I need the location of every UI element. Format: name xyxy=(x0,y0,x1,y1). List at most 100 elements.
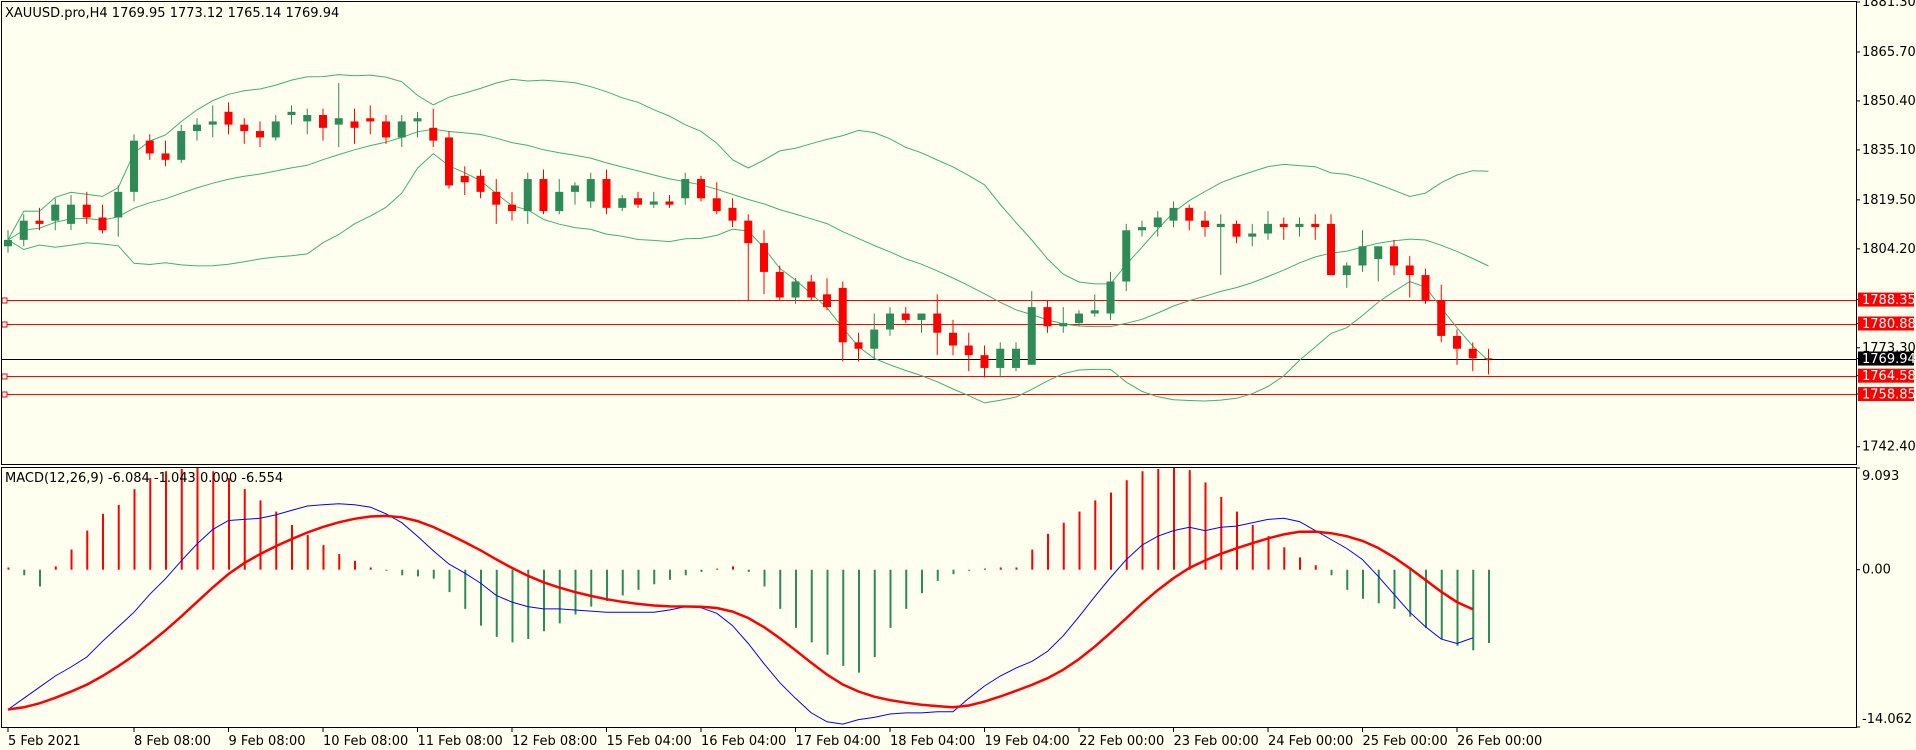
time-tick-label: 26 Feb 00:00 xyxy=(1457,734,1542,749)
candle xyxy=(161,140,170,167)
macd-line xyxy=(7,503,1473,725)
candle-body xyxy=(1484,358,1493,360)
time-tick-label: 18 Feb 04:00 xyxy=(890,734,975,749)
level-anchor[interactable] xyxy=(1,321,8,328)
macd-axis[interactable]: 9.093 0.00 -14.062 xyxy=(1856,467,1912,728)
price-tag xyxy=(1858,292,1914,307)
candle-body xyxy=(1468,348,1477,359)
candle xyxy=(728,198,737,228)
candle xyxy=(350,108,359,144)
candle-body xyxy=(712,198,721,212)
price-pane[interactable]: XAUUSD.pro,H4 1769.95 1773.12 1765.14 17… xyxy=(1,1,1857,465)
candle xyxy=(933,294,942,356)
candle xyxy=(886,307,894,336)
candle xyxy=(4,230,12,253)
candle xyxy=(334,83,343,148)
time-tick-label: 17 Feb 04:00 xyxy=(796,734,881,749)
level-anchor[interactable] xyxy=(1,297,8,304)
candle xyxy=(523,172,532,224)
candle xyxy=(130,134,138,202)
candle-body xyxy=(350,121,359,128)
candle-body xyxy=(224,111,233,125)
candle xyxy=(586,172,595,208)
candle-body xyxy=(1138,227,1146,231)
candle-body xyxy=(1059,323,1068,327)
price-tick-label: 1850.40 xyxy=(1862,94,1916,109)
candle xyxy=(19,214,28,247)
price-axis[interactable]: 1881.30 1865.70 1850.40 1835.10 1819.50 1804.… xyxy=(1856,0,1916,455)
candle-body xyxy=(586,179,595,202)
candle-body xyxy=(681,179,690,199)
candle xyxy=(760,230,768,295)
price-tick-label: 1742.40 xyxy=(1862,440,1916,455)
time-tick-label: 25 Feb 00:00 xyxy=(1363,734,1448,749)
candle xyxy=(1327,214,1335,276)
price-tick-label: 1865.70 xyxy=(1862,45,1916,60)
candle xyxy=(1216,214,1225,276)
macd-series xyxy=(7,467,1490,725)
price-tag-label: 1764.58 xyxy=(1862,369,1916,384)
candle-body xyxy=(807,281,816,298)
candle-body xyxy=(413,118,422,122)
candle xyxy=(1453,329,1461,365)
candle xyxy=(697,175,705,202)
candle-body xyxy=(177,131,186,160)
candle-body xyxy=(555,191,564,212)
candle-body xyxy=(1216,223,1225,228)
level-anchor[interactable] xyxy=(1,373,8,380)
candle-body xyxy=(492,191,501,205)
candle xyxy=(67,195,75,231)
time-tick-label: 22 Feb 00:00 xyxy=(1079,734,1164,749)
macd-pane[interactable]: MACD(12,26,9) -6.084 -1.043 0.000 -6.554 xyxy=(1,467,1857,728)
candle-body xyxy=(145,140,154,154)
candle-body xyxy=(996,348,1005,368)
candle-body xyxy=(35,220,44,224)
candle-body xyxy=(1122,230,1131,282)
candle xyxy=(1311,214,1320,240)
candle xyxy=(980,345,989,378)
candle xyxy=(366,105,375,135)
candle xyxy=(382,115,390,144)
time-tick-label: 8 Feb 08:00 xyxy=(134,734,211,749)
time-tick-label: 24 Feb 00:00 xyxy=(1268,734,1353,749)
candle-body xyxy=(1248,233,1257,237)
candle-body xyxy=(602,179,611,208)
candle-body xyxy=(870,329,879,349)
price-tag xyxy=(1858,316,1914,331)
candle-body xyxy=(949,332,957,346)
candle xyxy=(508,191,516,221)
time-axis[interactable]: 5 Feb 2021 8 Feb 08:00 9 Feb 08:00 10 Feb 0… xyxy=(7,727,1542,749)
candle-body xyxy=(1453,335,1461,349)
candle xyxy=(791,278,800,304)
time-tick-label: 19 Feb 04:00 xyxy=(985,734,1070,749)
candle xyxy=(1185,204,1194,231)
candle-body xyxy=(1327,223,1335,276)
candle xyxy=(82,191,91,224)
candle-body xyxy=(1358,246,1367,266)
candle xyxy=(901,307,910,324)
candle-body xyxy=(1390,246,1398,266)
candle xyxy=(1232,220,1241,244)
candle xyxy=(665,195,674,208)
candle xyxy=(177,124,186,164)
candle-body xyxy=(917,313,926,320)
candle xyxy=(1468,342,1477,372)
macd-tick-label: 9.093 xyxy=(1862,469,1899,484)
candle xyxy=(287,105,296,125)
candle-body xyxy=(67,204,75,224)
macd-title: MACD(12,26,9) -6.084 -1.043 0.000 -6.554 xyxy=(5,471,283,486)
candle xyxy=(208,105,217,138)
candle xyxy=(1374,246,1383,282)
candle-body xyxy=(98,217,107,231)
candle-body xyxy=(901,313,910,320)
candle xyxy=(870,313,879,359)
candle-body xyxy=(1232,223,1241,237)
level-anchor[interactable] xyxy=(1,391,8,398)
candle-body xyxy=(697,179,705,199)
candle xyxy=(571,182,579,205)
candle xyxy=(602,169,611,215)
candle-body xyxy=(1043,307,1052,327)
candle-body xyxy=(1201,220,1209,228)
candle xyxy=(1012,342,1020,372)
